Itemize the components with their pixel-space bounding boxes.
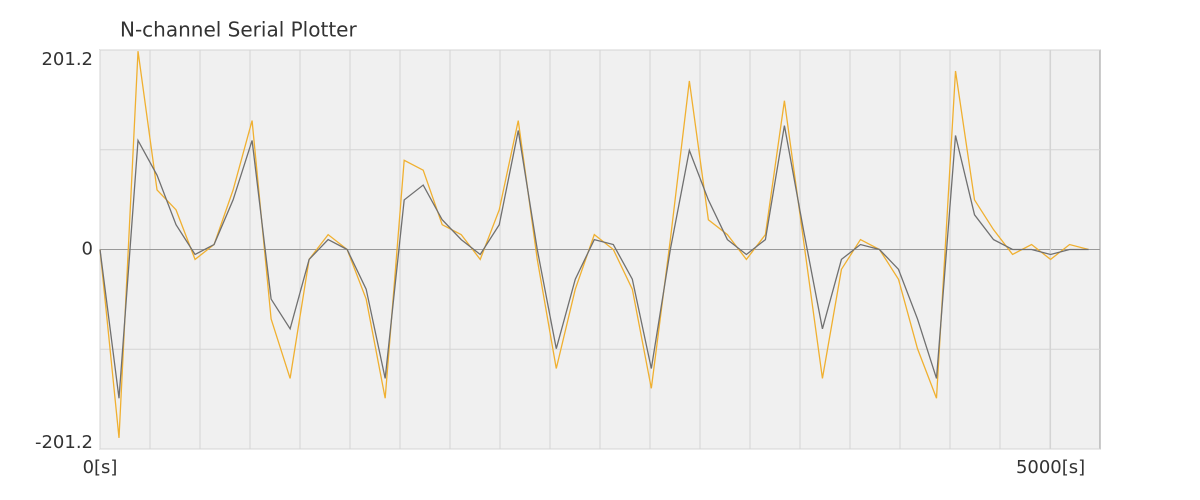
x-tick-label: 0[s]	[83, 457, 118, 478]
y-tick-label: -201.2	[35, 432, 93, 453]
x-tick-label: 5000[s]	[1016, 457, 1085, 478]
series-line	[99, 125, 1089, 399]
chart-title: N-channel Serial Plotter	[120, 18, 357, 42]
series-line	[99, 51, 1089, 438]
y-tick-label: 201.2	[41, 49, 93, 70]
y-tick-label: 0	[82, 239, 93, 260]
